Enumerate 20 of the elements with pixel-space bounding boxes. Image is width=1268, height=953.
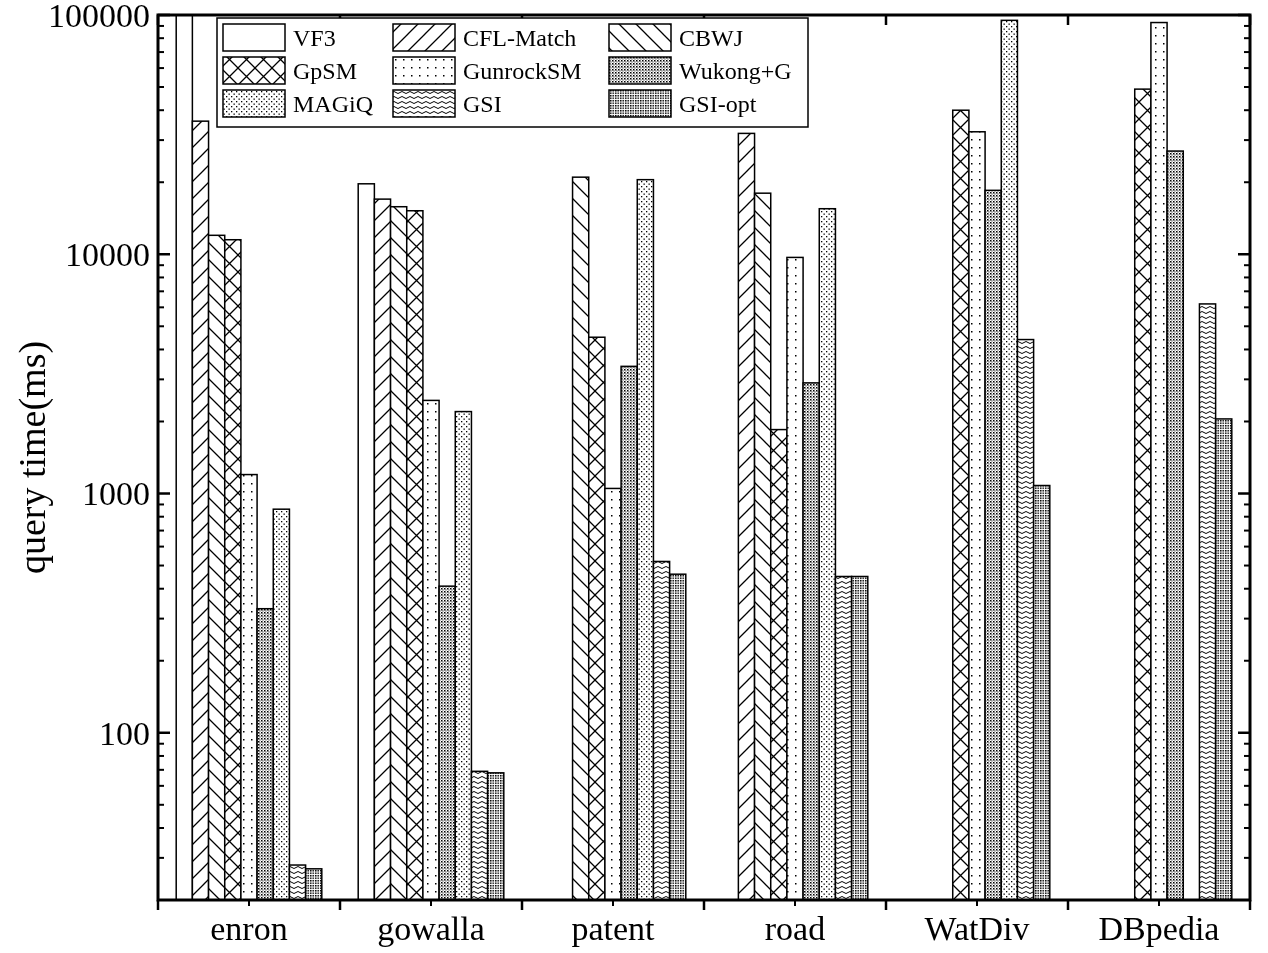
legend-label: CBWJ: [679, 25, 744, 52]
legend-label: Wukong+G: [679, 58, 792, 85]
x-tick-label: enron: [210, 910, 288, 947]
y-tick-label: 100000: [48, 0, 150, 34]
legend-label: GSI-opt: [679, 91, 757, 118]
legend-label: MAGiQ: [293, 91, 374, 118]
legend-label: VF3: [293, 25, 336, 52]
x-tick-label: patent: [571, 910, 656, 947]
x-tick-label: gowalla: [377, 910, 485, 947]
y-axis-title: query time(ms): [11, 340, 54, 575]
legend-label: GpSM: [293, 58, 358, 85]
y-tick-label: 100: [99, 714, 150, 752]
y-tick-label: 10000: [65, 236, 150, 274]
legend-label: CFL-Match: [463, 25, 577, 52]
legend-label: GunrockSM: [463, 58, 582, 85]
x-tick-label: DBpedia: [1098, 910, 1220, 947]
legend-label: GSI: [463, 91, 502, 118]
x-tick-label: road: [764, 910, 826, 947]
x-tick-label: WatDiv: [924, 910, 1030, 947]
y-tick-label: 1000: [82, 475, 150, 513]
